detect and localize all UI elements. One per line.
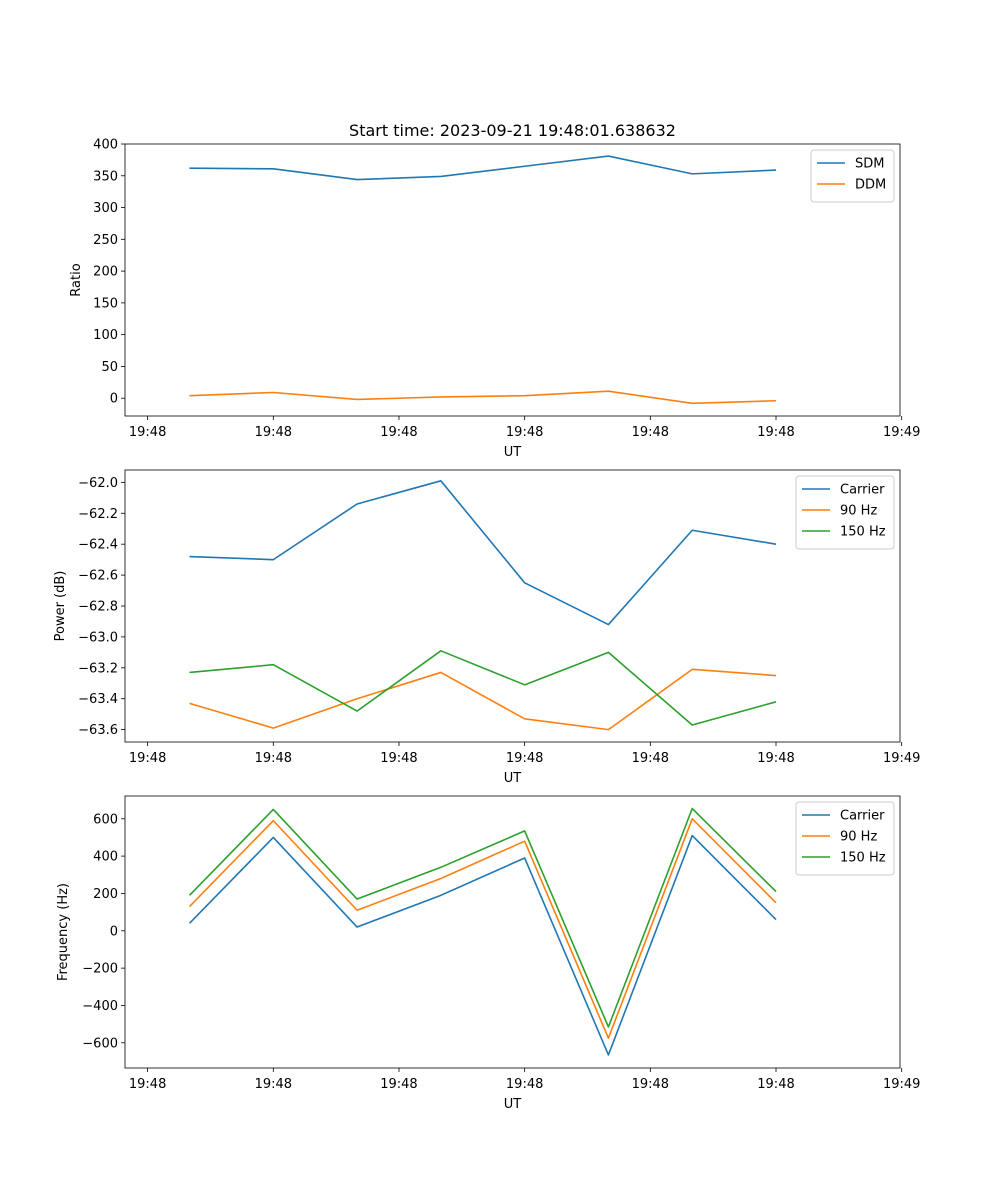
legend-label: 90 Hz	[840, 830, 877, 845]
y-tick-label: −200	[82, 962, 118, 977]
series-line-150-hz	[189, 650, 777, 726]
y-tick-label: −63.2	[78, 661, 118, 676]
x-tick-label: 19:49	[883, 751, 920, 766]
legend-label: DDM	[855, 178, 886, 193]
axes-frame	[124, 469, 901, 743]
legend-label: 150 Hz	[840, 525, 886, 540]
series-line-sdm	[189, 155, 777, 181]
y-tick-label: 0	[110, 924, 118, 939]
y-tick-label: −400	[82, 999, 118, 1014]
x-tick-label: 19:48	[757, 1077, 794, 1092]
y-tick-label: 100	[93, 328, 118, 343]
legend: SDM DDM	[810, 149, 895, 203]
legend-label: 90 Hz	[840, 504, 877, 519]
y-tick-label: −62.0	[78, 476, 118, 491]
x-tick-label: 19:49	[883, 1077, 920, 1092]
series-line-carrier	[189, 480, 777, 626]
y-tick-label: 250	[93, 233, 118, 248]
y-tick-label: 400	[93, 138, 118, 153]
legend-label: Carrier	[840, 809, 885, 824]
x-axis-label: UT	[504, 771, 522, 786]
x-tick-label: 19:48	[129, 751, 166, 766]
series-line-90-hz	[188, 817, 777, 1039]
figure-title: Start time: 2023-09-21 19:48:01.638632	[349, 121, 676, 140]
y-tick-label: 200	[93, 887, 118, 902]
y-tick-label: 50	[101, 360, 118, 375]
legend: Carrier 90 Hz 150 Hz	[795, 801, 895, 876]
x-tick-label: 19:48	[380, 751, 417, 766]
legend-label: SDM	[855, 157, 884, 172]
chart-panel-2: −63.6 −63.4 −63.2 −63.0 −62.8 −62.6 −62.4 −62.2…	[53, 469, 920, 786]
y-axis-label: Ratio	[69, 263, 84, 296]
y-tick-label: 150	[93, 296, 118, 311]
series-line-90-hz	[189, 668, 777, 731]
y-axis-label: Frequency (Hz)	[56, 883, 71, 981]
legend-label: 150 Hz	[840, 851, 886, 866]
x-tick-label: 19:48	[255, 751, 292, 766]
y-tick-label: 600	[93, 812, 118, 827]
y-tick-label: −62.8	[78, 600, 118, 615]
y-tick-label: −62.2	[78, 507, 118, 522]
y-tick-label: −63.6	[78, 723, 118, 738]
y-tick-label: −62.6	[78, 569, 118, 584]
legend: Carrier 90 Hz 150 Hz	[795, 475, 895, 550]
x-tick-label: 19:48	[380, 425, 417, 440]
series-line-ddm	[189, 390, 777, 405]
x-tick-label: 19:49	[883, 425, 920, 440]
y-tick-label: 200	[93, 265, 118, 280]
y-tick-label: 400	[93, 850, 118, 865]
axes-frame	[124, 143, 901, 417]
x-tick-label: 19:48	[632, 425, 669, 440]
x-tick-label: 19:48	[129, 1077, 166, 1092]
x-axis-label: UT	[504, 445, 522, 460]
x-axis-label: UT	[504, 1097, 522, 1112]
x-tick-label: 19:48	[255, 1077, 292, 1092]
x-tick-label: 19:48	[632, 751, 669, 766]
x-tick-label: 19:48	[632, 1077, 669, 1092]
y-tick-label: 0	[110, 392, 118, 407]
y-tick-label: −63.4	[78, 692, 118, 707]
x-tick-label: 19:48	[757, 425, 794, 440]
x-tick-label: 19:48	[255, 425, 292, 440]
legend-label: Carrier	[840, 483, 885, 498]
series-line-150-hz	[188, 807, 777, 1028]
y-tick-label: 350	[93, 169, 118, 184]
y-tick-label: −600	[82, 1036, 118, 1051]
x-tick-label: 19:48	[506, 425, 543, 440]
y-tick-label: −62.4	[78, 538, 118, 553]
y-tick-label: 300	[93, 201, 118, 216]
x-tick-label: 19:48	[506, 751, 543, 766]
series-line-carrier	[188, 834, 777, 1056]
x-tick-label: 19:48	[129, 425, 166, 440]
y-tick-label: −63.0	[78, 630, 118, 645]
y-axis-label: Power (dB)	[53, 571, 68, 642]
x-tick-label: 19:48	[757, 751, 794, 766]
x-tick-label: 19:48	[380, 1077, 417, 1092]
axes-frame	[124, 795, 901, 1069]
panels: 0 50 100 150 200 250 300 350 400 19:48 19:48 19:48 1…	[53, 138, 920, 1113]
chart-panel-1: 0 50 100 150 200 250 300 350 400 19:48 19:48 19:48 1…	[69, 138, 920, 461]
x-tick-label: 19:48	[506, 1077, 543, 1092]
chart-panel-3: −600 −400 −200 0 200 400 600 19:48 19:48 19:48 19:…	[56, 795, 920, 1112]
